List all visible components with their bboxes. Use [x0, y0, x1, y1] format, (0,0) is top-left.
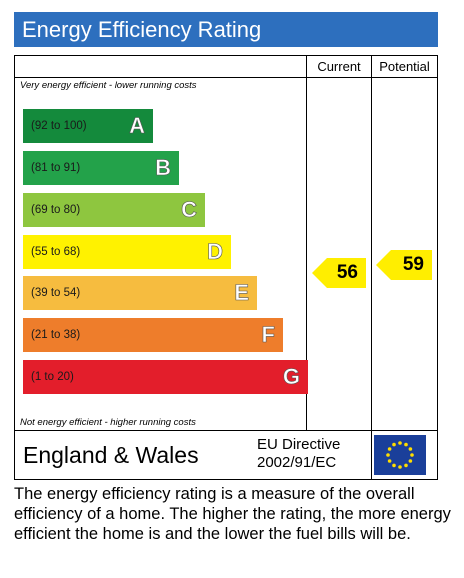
band-b: (81 to 91) B: [23, 151, 179, 185]
potential-rating-arrow: 59: [376, 250, 432, 280]
band-range: (21 to 38): [31, 329, 81, 341]
header-divider: [15, 77, 437, 78]
description: The energy efficiency rating is a measur…: [14, 485, 451, 543]
potential-column-header: Potential: [379, 59, 430, 74]
directive-label: EU Directive 2002/91/EC: [257, 436, 340, 472]
band-d: (55 to 68) D: [23, 235, 231, 269]
current-column-header: Current: [317, 59, 361, 74]
band-letter: A: [129, 113, 145, 139]
band-f: (21 to 38) F: [23, 318, 283, 352]
bottom-note: Not energy efficient - higher running co…: [20, 417, 196, 428]
footer-divider: [371, 431, 372, 479]
band-range: (55 to 68): [31, 246, 81, 258]
directive-line-2: 2002/91/EC: [257, 454, 337, 471]
top-note: Very energy efficient - lower running co…: [20, 80, 197, 91]
divider-potential: [371, 56, 372, 430]
band-g: (1 to 20) G: [23, 360, 308, 394]
band-letter: C: [181, 197, 197, 223]
band-letter: E: [234, 280, 249, 306]
band-a: (92 to 100) A: [23, 109, 153, 143]
band-range: (92 to 100): [31, 120, 87, 132]
band-letter: F: [261, 322, 275, 348]
band-c: (69 to 80) C: [23, 193, 205, 227]
band-e: (39 to 54) E: [23, 276, 257, 310]
band-range: (1 to 20): [31, 371, 74, 383]
band-letter: G: [282, 364, 301, 390]
footer: England & Wales EU Directive 2002/91/EC: [14, 431, 438, 480]
eu-flag-icon: [374, 435, 426, 475]
band-range: (81 to 91): [31, 162, 81, 174]
directive-line-1: EU Directive: [257, 436, 341, 453]
band-letter: D: [207, 239, 223, 265]
rating-chart: Current Potential Very energy efficient …: [14, 55, 438, 431]
band-letter: B: [155, 155, 171, 181]
region-label: England & Wales: [23, 442, 199, 468]
current-rating-arrow: 56: [312, 258, 366, 288]
band-range: (69 to 80): [31, 204, 81, 216]
divider-current: [306, 56, 307, 430]
page-title: Energy Efficiency Rating: [14, 12, 438, 47]
band-range: (39 to 54): [31, 287, 81, 299]
